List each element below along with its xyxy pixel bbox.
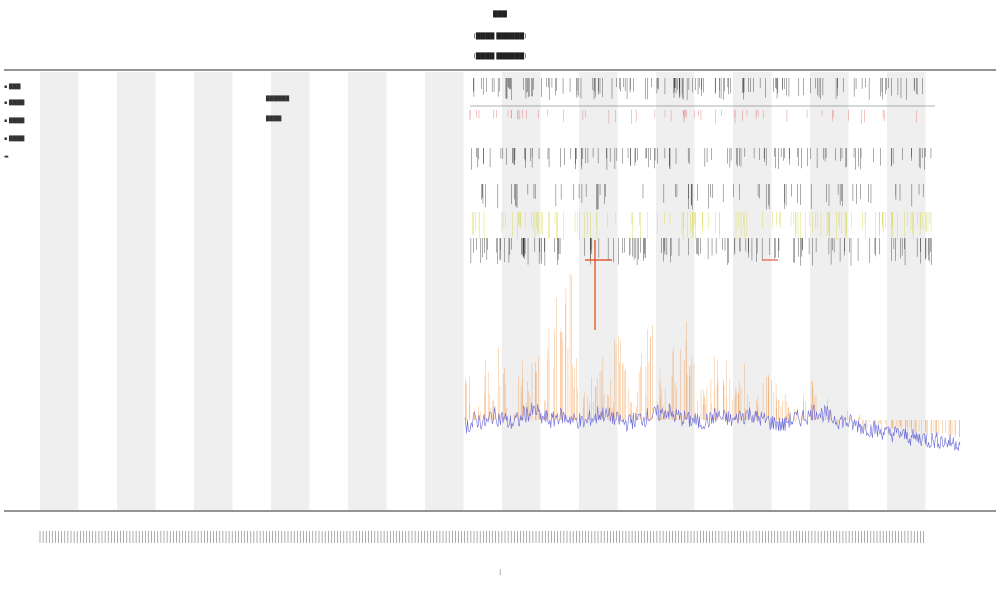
band: [348, 72, 387, 510]
band: [887, 72, 926, 510]
legend: ▪ ███ ▪ ████ ▪ ████ ▪ ████ ▬: [4, 83, 25, 160]
band: [425, 72, 464, 510]
band: [117, 72, 156, 510]
tick-tracks: [469, 78, 935, 266]
band: [733, 72, 772, 510]
band: [579, 72, 618, 510]
annotation-line-2: ████: [265, 115, 282, 122]
band: [656, 72, 695, 510]
x-tick-labels: [39, 531, 924, 543]
background-bands: [40, 72, 926, 510]
title-line-2: (████ ██████): [474, 32, 527, 40]
highlight-marks: [585, 240, 778, 330]
legend-item-5: ▬: [4, 154, 9, 160]
band: [810, 72, 849, 510]
blue-trace-line: [464, 402, 961, 451]
legend-item-2: ▪ ████: [4, 99, 25, 106]
inline-annotation: ██████ ████: [265, 95, 289, 122]
legend-item-3: ▪ ████: [4, 117, 25, 124]
title-line-3: (████ ██████): [474, 52, 527, 60]
chart-title: ███ (████ ██████) (████ ██████): [474, 10, 527, 60]
title-line-1: ███: [492, 10, 507, 18]
x-axis-label: │: [498, 569, 501, 576]
band: [502, 72, 541, 510]
band: [40, 72, 79, 510]
annotation-line-1: ██████: [265, 95, 289, 102]
legend-item-1: ▪ ███: [4, 83, 21, 90]
legend-item-4: ▪ ████: [4, 135, 25, 142]
band: [271, 72, 310, 510]
band: [194, 72, 233, 510]
